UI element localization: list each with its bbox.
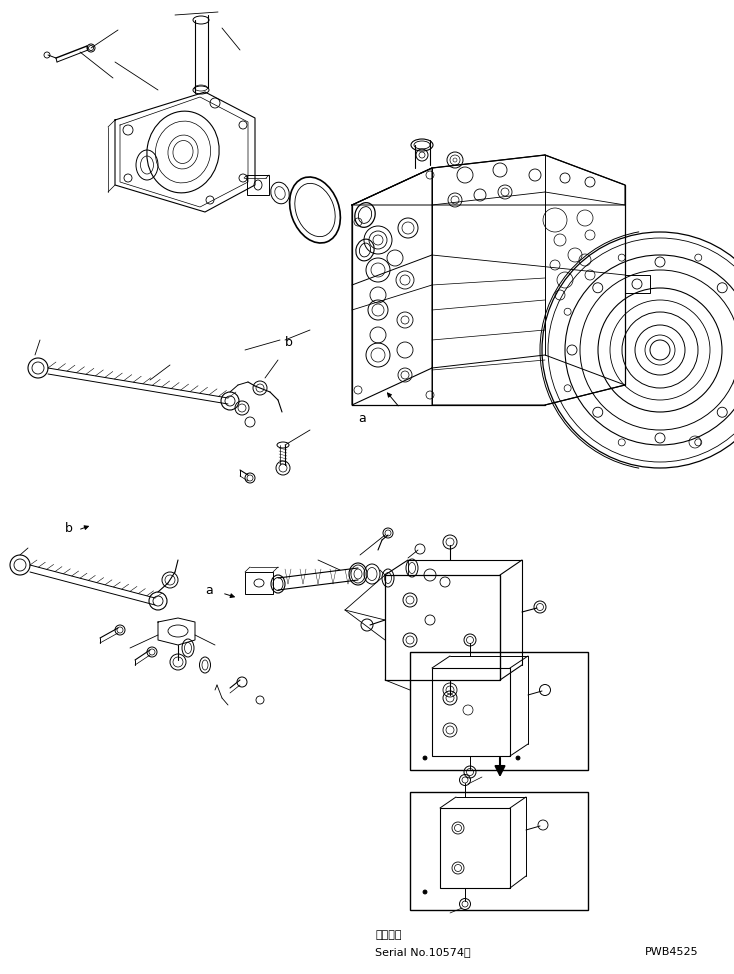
Bar: [245, 572, 273, 594]
Bar: [432, 668, 510, 756]
Text: a: a: [205, 583, 213, 596]
Bar: [440, 808, 510, 888]
Bar: [410, 792, 588, 910]
Text: 適用号機: 適用号機: [375, 930, 401, 940]
Text: a: a: [358, 411, 366, 425]
Text: Serial No.10574～: Serial No.10574～: [375, 947, 470, 957]
Bar: [625, 275, 650, 293]
Circle shape: [423, 756, 427, 760]
Text: b: b: [285, 335, 293, 349]
Circle shape: [516, 756, 520, 760]
Text: PWB4525: PWB4525: [645, 947, 699, 957]
Bar: [385, 575, 500, 680]
Bar: [410, 652, 588, 770]
Bar: [247, 175, 269, 195]
Circle shape: [423, 890, 427, 894]
Text: b: b: [65, 521, 73, 535]
